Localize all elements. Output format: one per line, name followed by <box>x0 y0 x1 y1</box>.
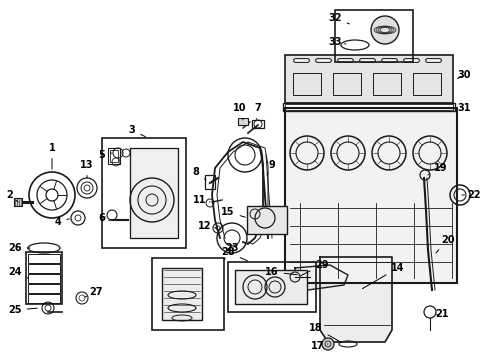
Text: 29: 29 <box>300 260 328 276</box>
Bar <box>152 258 224 330</box>
Bar <box>235 270 306 304</box>
Text: 24: 24 <box>8 267 28 278</box>
Text: 20: 20 <box>435 235 454 253</box>
Text: 12: 12 <box>198 221 216 231</box>
Bar <box>246 206 286 234</box>
Bar <box>28 264 60 273</box>
Text: 5: 5 <box>99 150 112 160</box>
Text: 28: 28 <box>221 247 247 261</box>
Text: 33: 33 <box>327 37 346 47</box>
Text: 19: 19 <box>427 163 447 175</box>
Bar <box>26 252 62 304</box>
Bar <box>14 198 22 206</box>
Text: 30: 30 <box>456 70 470 80</box>
Bar <box>283 103 454 111</box>
Polygon shape <box>294 265 347 290</box>
Text: 1: 1 <box>48 143 55 169</box>
Bar <box>285 104 452 110</box>
Bar <box>204 175 215 189</box>
Text: 31: 31 <box>456 103 470 113</box>
Bar <box>238 118 247 125</box>
Text: 32: 32 <box>327 13 349 24</box>
Text: 6: 6 <box>99 213 105 223</box>
Text: 25: 25 <box>8 305 37 315</box>
Bar <box>28 294 60 303</box>
Bar <box>412 73 440 95</box>
Text: 17: 17 <box>311 341 327 351</box>
Bar <box>227 262 315 312</box>
Circle shape <box>321 338 333 350</box>
Bar <box>332 73 360 95</box>
Text: 9: 9 <box>266 160 275 175</box>
Text: 13: 13 <box>80 160 94 178</box>
Text: 23: 23 <box>224 243 238 260</box>
Text: 8: 8 <box>192 167 205 180</box>
Bar <box>162 268 202 320</box>
Polygon shape <box>130 148 178 238</box>
Text: 21: 21 <box>434 309 448 319</box>
Bar <box>28 284 60 293</box>
Bar <box>334 10 412 62</box>
Bar <box>285 108 456 283</box>
Text: 10: 10 <box>233 103 246 120</box>
Bar <box>285 55 452 103</box>
Text: 18: 18 <box>308 323 341 343</box>
Text: 4: 4 <box>55 217 69 227</box>
Polygon shape <box>319 257 391 342</box>
Text: 22: 22 <box>461 190 480 200</box>
Bar <box>28 254 60 263</box>
Bar <box>108 148 120 164</box>
Bar <box>292 73 320 95</box>
Text: 15: 15 <box>221 207 245 217</box>
Text: 16: 16 <box>264 267 297 277</box>
Bar <box>28 274 60 283</box>
Text: 26: 26 <box>8 243 30 253</box>
Text: 3: 3 <box>128 125 145 137</box>
Circle shape <box>370 16 398 44</box>
Text: 14: 14 <box>362 263 404 289</box>
Bar <box>110 150 118 162</box>
Bar <box>372 73 400 95</box>
Bar <box>102 138 185 248</box>
Text: 27: 27 <box>85 287 102 297</box>
Text: 7: 7 <box>254 103 261 119</box>
Bar <box>251 120 264 128</box>
Text: 2: 2 <box>7 190 18 202</box>
Text: 11: 11 <box>193 195 209 205</box>
